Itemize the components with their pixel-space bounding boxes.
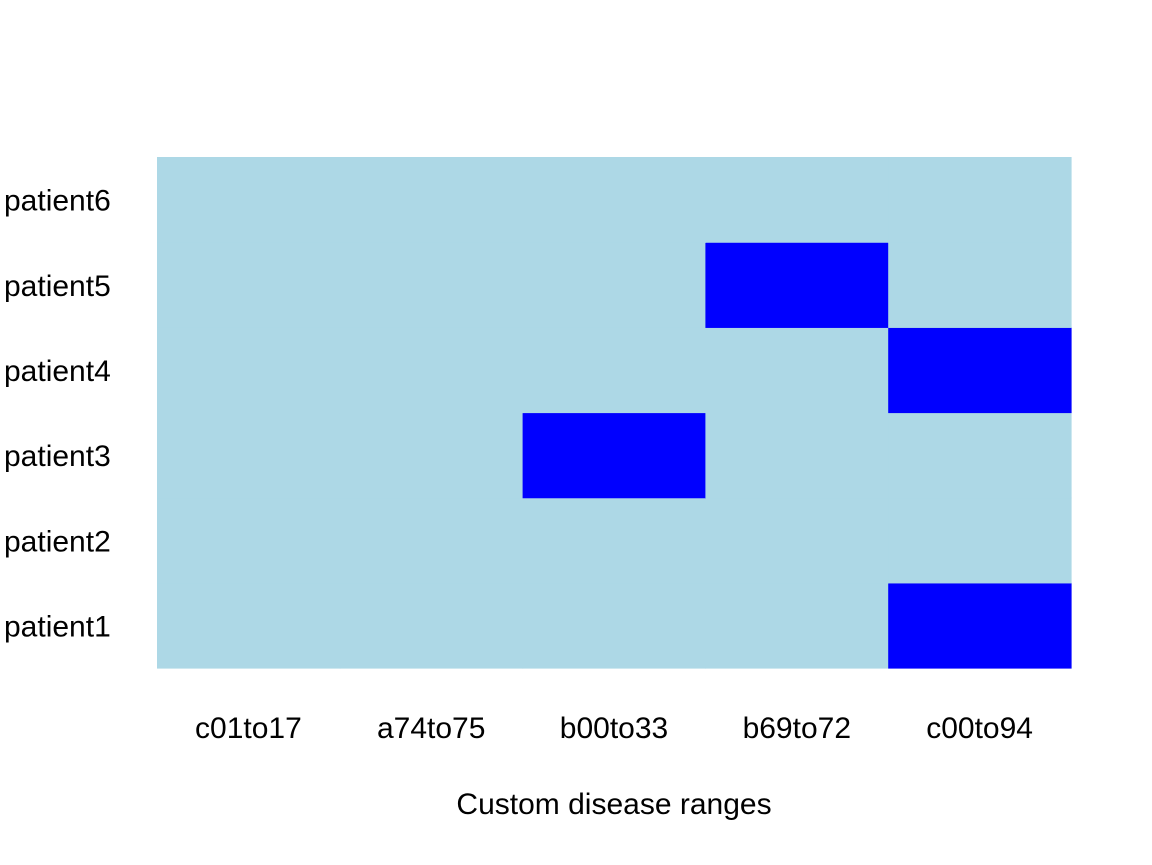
heatmap-cell-patient5-c00to94 bbox=[888, 242, 1072, 328]
heatmap-cell-patient2-b00to33 bbox=[522, 497, 706, 584]
heatmap-cells bbox=[157, 157, 1072, 669]
y-tick-label-patient5: patient5 bbox=[4, 270, 111, 303]
y-tick-label-patient2: patient2 bbox=[4, 525, 111, 558]
heatmap-cell-patient4-b00to33 bbox=[522, 327, 706, 414]
heatmap-cell-patient2-c00to94 bbox=[888, 497, 1072, 584]
x-tick-label-b00to33: b00to33 bbox=[560, 712, 668, 745]
heatmap-cell-patient6-c00to94 bbox=[888, 157, 1072, 243]
heatmap-cell-patient6-b00to33 bbox=[522, 157, 706, 243]
x-axis-title: Custom disease ranges bbox=[456, 788, 771, 821]
heatmap-cell-patient5-a74to75 bbox=[339, 242, 524, 328]
y-tick-label-patient6: patient6 bbox=[4, 185, 111, 218]
heatmap-cell-patient2-c01to17 bbox=[157, 497, 341, 584]
x-tick-label-b69to72: b69to72 bbox=[743, 712, 851, 745]
heatmap-cell-patient6-a74to75 bbox=[339, 157, 524, 243]
x-tick-labels: c01to17 a74to75 b00to33 b69to72 c00to94 bbox=[195, 712, 1033, 745]
heatmap-cell-patient5-b69to72 bbox=[705, 242, 889, 328]
heatmap-cell-patient3-c00to94 bbox=[888, 412, 1072, 499]
x-tick-label-c01to17: c01to17 bbox=[195, 712, 302, 745]
heatmap-cell-patient1-c00to94 bbox=[888, 582, 1072, 669]
y-tick-label-patient1: patient1 bbox=[4, 610, 111, 643]
x-tick-label-c00to94: c00to94 bbox=[926, 712, 1033, 745]
heatmap-cell-patient6-b69to72 bbox=[705, 157, 889, 243]
y-tick-label-patient4: patient4 bbox=[4, 355, 111, 388]
heatmap-cell-patient6-c01to17 bbox=[157, 157, 341, 243]
y-tick-label-patient3: patient3 bbox=[4, 440, 111, 473]
heatmap-cell-patient3-b69to72 bbox=[705, 412, 889, 499]
heatmap-cell-patient4-a74to75 bbox=[339, 327, 524, 414]
heatmap-cell-patient1-b00to33 bbox=[522, 582, 706, 669]
heatmap-cell-patient3-a74to75 bbox=[339, 412, 524, 499]
y-tick-labels: patient1 patient2 patient3 patient4 patient5… bbox=[4, 185, 111, 644]
x-tick-label-a74to75: a74to75 bbox=[377, 712, 485, 745]
heatmap-cell-patient1-b69to72 bbox=[705, 582, 889, 669]
heatmap-cell-patient2-b69to72 bbox=[705, 497, 889, 584]
heatmap-cell-patient3-c01to17 bbox=[157, 412, 341, 499]
heatmap-cell-patient4-c01to17 bbox=[157, 327, 341, 414]
heatmap-cell-patient2-a74to75 bbox=[339, 497, 524, 584]
heatmap-cell-patient5-c01to17 bbox=[157, 242, 341, 328]
heatmap-cell-patient1-a74to75 bbox=[339, 582, 524, 669]
heatmap-cell-patient1-c01to17 bbox=[157, 582, 341, 669]
heatmap-cell-patient4-c00to94 bbox=[888, 327, 1072, 414]
heatmap-cell-patient3-b00to33 bbox=[522, 412, 706, 499]
heatmap-cell-patient5-b00to33 bbox=[522, 242, 706, 328]
heatmap-cell-patient4-b69to72 bbox=[705, 327, 889, 414]
